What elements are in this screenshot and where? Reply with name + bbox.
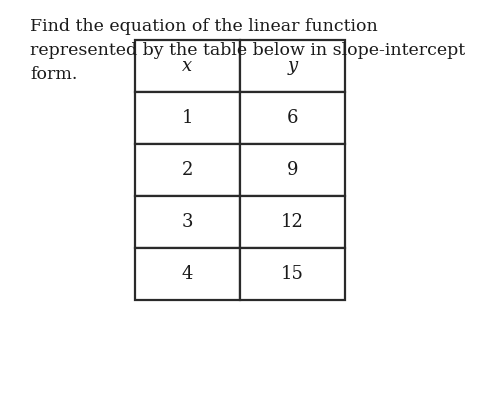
Bar <box>135 40 240 92</box>
Bar <box>240 144 345 196</box>
Bar <box>135 144 240 196</box>
Bar <box>240 196 345 248</box>
Bar <box>135 248 240 300</box>
Text: y: y <box>288 57 298 75</box>
Text: 4: 4 <box>182 265 193 283</box>
Text: Find the equation of the linear function
represented by the table below in slope: Find the equation of the linear function… <box>30 18 465 83</box>
Text: 9: 9 <box>287 161 298 179</box>
Bar <box>240 248 345 300</box>
Text: 1: 1 <box>182 109 193 127</box>
Bar <box>135 92 240 144</box>
Text: 2: 2 <box>182 161 193 179</box>
Bar <box>135 196 240 248</box>
Text: x: x <box>182 57 192 75</box>
Text: 3: 3 <box>182 213 193 231</box>
Text: 12: 12 <box>281 213 304 231</box>
Bar <box>240 92 345 144</box>
Bar <box>240 40 345 92</box>
Text: 6: 6 <box>287 109 298 127</box>
Text: 15: 15 <box>281 265 304 283</box>
